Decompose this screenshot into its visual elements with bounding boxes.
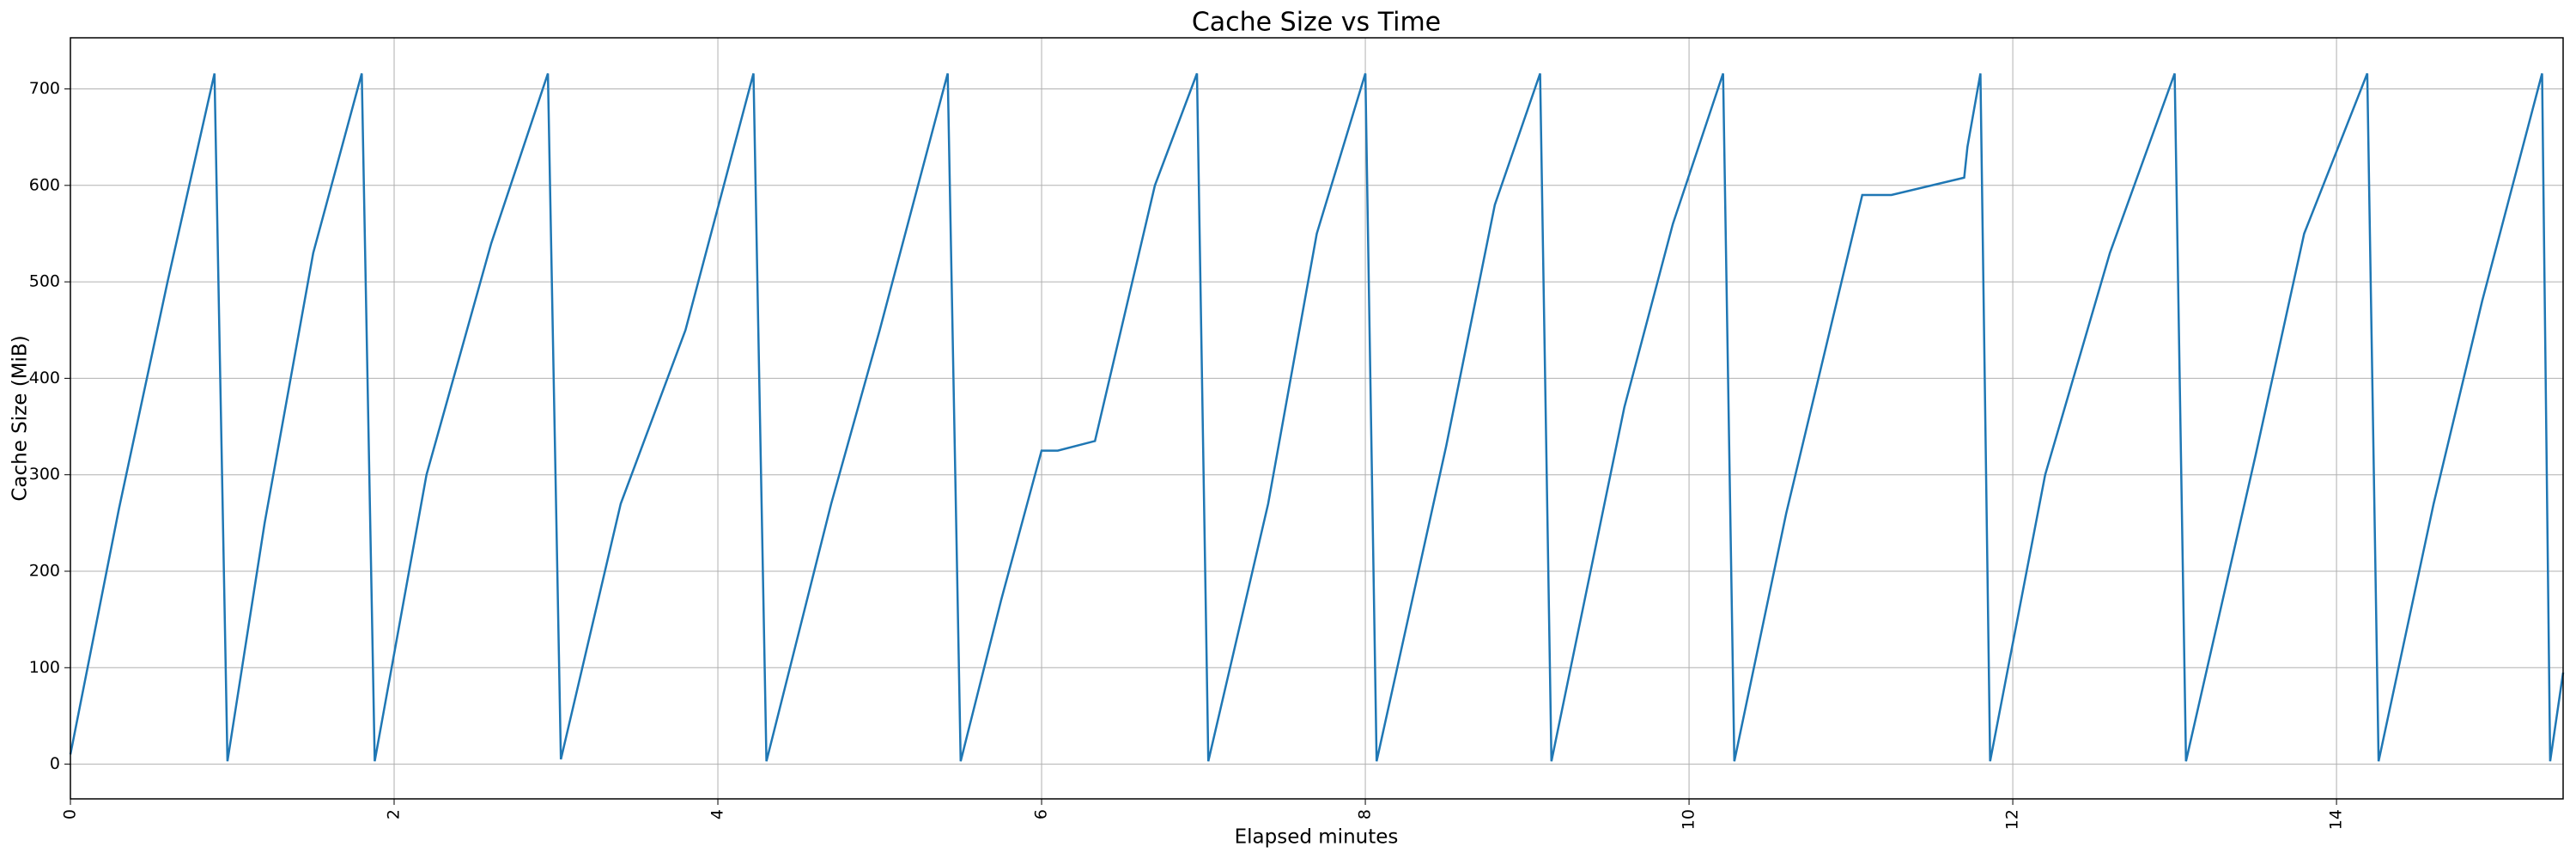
- y-tick-label: 300: [29, 465, 60, 484]
- plot-frame: [70, 37, 2564, 800]
- y-tick-label: 400: [29, 369, 60, 387]
- y-axis-label: Cache Size (MiB): [9, 335, 32, 501]
- y-tick-label: 700: [29, 79, 60, 98]
- y-tick-label: 600: [29, 175, 60, 194]
- x-tick-label: 12: [2003, 809, 2022, 830]
- x-tick-label: 8: [1356, 809, 1375, 819]
- chart-title: Cache Size vs Time: [1192, 8, 1441, 38]
- x-tick-label: 10: [1680, 809, 1698, 830]
- x-tick-label: 6: [1032, 809, 1051, 819]
- y-tick-label: 500: [29, 272, 60, 291]
- y-tick-label: 0: [50, 754, 60, 773]
- x-tick-label: 14: [2327, 809, 2346, 830]
- x-tick-label: 2: [385, 809, 404, 819]
- data-line: [69, 73, 2565, 762]
- y-tick-label: 200: [29, 561, 60, 580]
- x-tick-label: 4: [708, 809, 727, 819]
- y-tick-label: 100: [29, 658, 60, 677]
- x-axis-label: Elapsed minutes: [1235, 826, 1399, 849]
- x-tick-label: 0: [61, 809, 80, 819]
